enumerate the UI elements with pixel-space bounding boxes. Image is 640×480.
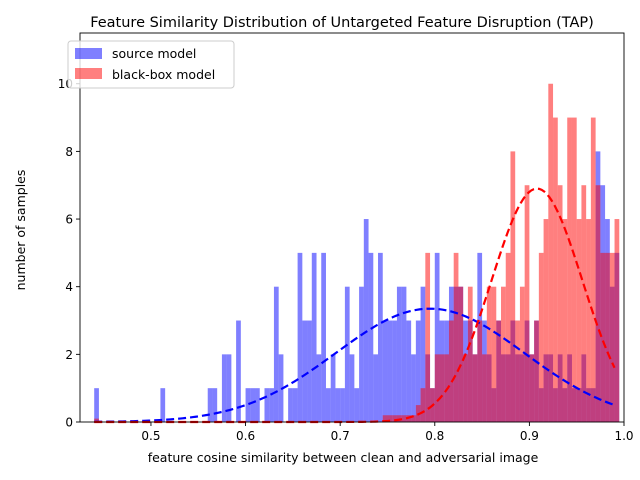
y-tick-label: 2 — [65, 348, 73, 362]
source-model-bar-25 — [340, 388, 345, 422]
source-model-bar-30 — [364, 219, 369, 422]
black-box-model-bars — [94, 84, 619, 422]
black-box-model-bar-27 — [506, 253, 511, 422]
black-box-model-bar-40 — [567, 118, 572, 422]
source-model-bar-2 — [208, 388, 213, 422]
source-model-bar-21 — [321, 253, 326, 422]
source-model-bar-26 — [345, 287, 350, 422]
source-model-bar-24 — [335, 388, 340, 422]
source-model-bar-31 — [369, 253, 374, 422]
black-box-model-bar-29 — [515, 321, 520, 422]
chart-title: Feature Similarity Distribution of Untar… — [90, 15, 594, 31]
black-box-model-bar-50 — [615, 219, 620, 422]
black-box-model-bar-23 — [487, 287, 492, 422]
black-box-model-bar-33 — [534, 321, 539, 422]
source-model-bar-1 — [160, 388, 165, 422]
x-tick-label: 0.5 — [141, 429, 160, 443]
source-model-bar-15 — [293, 388, 298, 422]
black-box-model-bar-46 — [596, 185, 601, 422]
y-tick-label: 8 — [65, 145, 73, 159]
black-box-model-bar-47 — [600, 253, 605, 422]
x-axis-label: feature cosine similarity between clean … — [148, 450, 539, 465]
y-axis-label: number of samples — [13, 170, 28, 291]
source-model-bar-28 — [354, 388, 359, 422]
source-model-bar-5 — [227, 354, 232, 422]
black-box-model-bar-10 — [425, 253, 430, 422]
legend-swatch-black-box-model — [75, 68, 102, 79]
legend-swatch-source-model — [75, 48, 102, 59]
source-model-bar-27 — [350, 354, 355, 422]
source-model-bar-17 — [302, 321, 307, 422]
black-box-model-bar-19 — [468, 287, 473, 422]
source-model-bar-16 — [298, 253, 303, 422]
black-box-model-bar-17 — [458, 287, 463, 422]
source-model-bar-10 — [264, 388, 269, 422]
plot-area — [80, 33, 624, 422]
black-box-model-bar-9 — [421, 388, 426, 422]
legend-label-black-box-model: black-box model — [112, 67, 215, 82]
black-box-model-bar-35 — [544, 219, 549, 422]
source-model-bar-9 — [255, 388, 260, 422]
x-tick-label: 0.9 — [520, 429, 539, 443]
source-model-bar-34 — [383, 321, 388, 422]
black-box-model-bar-43 — [581, 185, 586, 422]
x-tick-label: 0.8 — [425, 429, 444, 443]
source-model-bar-40 — [411, 354, 416, 422]
black-box-model-bar-34 — [539, 253, 544, 422]
source-model-bar-39 — [406, 321, 411, 422]
x-tick-label: 0.6 — [236, 429, 255, 443]
black-box-model-bar-18 — [463, 354, 468, 422]
legend-label-source-model: source model — [112, 46, 196, 61]
source-model-bar-32 — [373, 354, 378, 422]
black-box-model-bar-36 — [548, 84, 553, 422]
source-model-bar-37 — [397, 287, 402, 422]
black-box-model-bar-41 — [572, 118, 577, 422]
source-model-bar-35 — [387, 321, 392, 422]
source-model-bar-20 — [317, 354, 322, 422]
y-tick-label: 6 — [65, 213, 73, 227]
y-tick-label: 0 — [65, 416, 73, 430]
black-box-model-bar-39 — [563, 219, 568, 422]
source-model-bar-19 — [312, 253, 317, 422]
source-model-bar-22 — [326, 388, 331, 422]
black-box-model-bar-48 — [605, 253, 610, 422]
source-model-bar-23 — [331, 354, 336, 422]
black-box-model-bar-31 — [525, 185, 530, 422]
source-model-bar-14 — [288, 388, 293, 422]
source-model-bar-3 — [212, 388, 217, 422]
source-model-bar-33 — [378, 253, 383, 422]
y-tick-label: 4 — [65, 280, 73, 294]
source-model-bar-18 — [307, 321, 312, 422]
x-axis: 0.5 0.6 0.7 0.8 0.9 1.0 — [141, 422, 633, 443]
black-box-model-bar-13 — [440, 354, 445, 422]
black-box-model-bar-20 — [473, 354, 478, 422]
black-box-model-bar-21 — [477, 321, 482, 422]
source-model-bar-12 — [274, 287, 279, 422]
black-box-model-bar-49 — [610, 253, 615, 422]
legend: source model black-box model — [68, 41, 234, 88]
black-box-model-bar-16 — [454, 253, 459, 422]
black-box-model-bar-44 — [586, 219, 591, 422]
black-box-model-bar-22 — [482, 354, 487, 422]
black-box-model-bar-45 — [591, 118, 596, 422]
black-box-model-bar-30 — [520, 287, 525, 422]
source-model-bar-0 — [94, 388, 99, 422]
black-box-model-bar-5 — [402, 415, 407, 422]
source-model-bar-38 — [402, 287, 407, 422]
black-box-model-bar-24 — [492, 287, 497, 422]
black-box-model-bar-42 — [577, 219, 582, 422]
black-box-model-bar-26 — [501, 287, 506, 422]
x-tick-label: 0.7 — [331, 429, 350, 443]
source-model-bar-8 — [250, 388, 255, 422]
source-model-bar-7 — [246, 388, 251, 422]
black-box-model-bar-32 — [529, 354, 534, 422]
black-box-model-bar-15 — [449, 321, 454, 422]
source-model-bar-36 — [392, 321, 397, 422]
black-box-model-bar-28 — [510, 151, 515, 422]
source-model-bar-29 — [359, 287, 364, 422]
x-tick-label: 1.0 — [614, 429, 633, 443]
black-box-model-bar-12 — [435, 354, 440, 422]
